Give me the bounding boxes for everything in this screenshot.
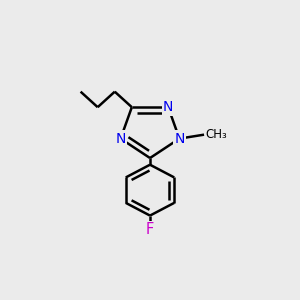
Text: N: N	[174, 132, 184, 145]
Text: N: N	[163, 100, 173, 114]
Text: F: F	[146, 222, 154, 237]
Text: N: N	[116, 132, 126, 145]
Text: CH₃: CH₃	[206, 128, 227, 141]
